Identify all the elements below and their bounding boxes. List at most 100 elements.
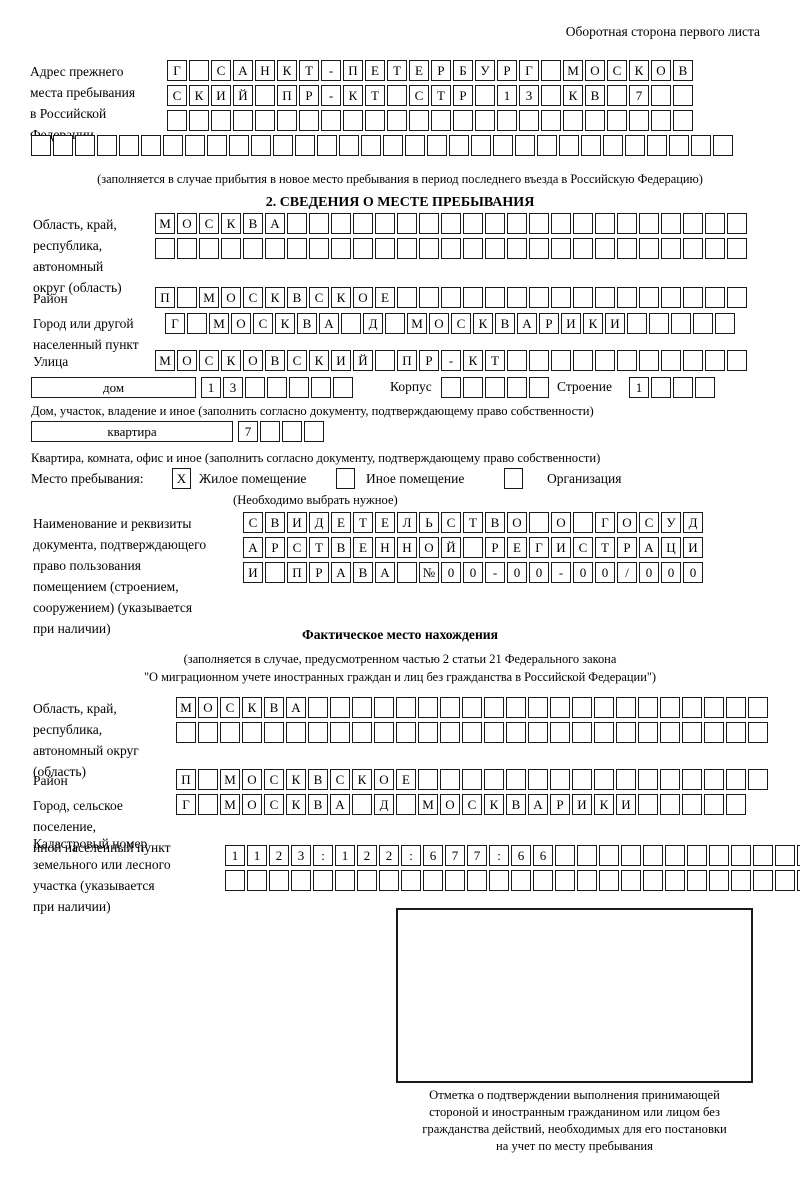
cadastral-r1-cell-26[interactable] bbox=[797, 845, 800, 866]
house-cell-6[interactable] bbox=[333, 377, 353, 398]
prev-address-r1-cell-22[interactable]: О bbox=[651, 60, 671, 81]
prev-address-r3-cell-6[interactable] bbox=[299, 110, 319, 131]
district-cell-20[interactable] bbox=[595, 287, 615, 308]
district-cell-14[interactable] bbox=[463, 287, 483, 308]
actual-region-r2-cell-24[interactable] bbox=[704, 722, 724, 743]
region-r1-cell-21[interactable] bbox=[617, 213, 637, 234]
actual-city-cell-25[interactable] bbox=[726, 794, 746, 815]
cadastral-r1-cell-7[interactable]: 2 bbox=[379, 845, 399, 866]
checkbox-organization[interactable] bbox=[504, 468, 523, 489]
stroenie-cell-0[interactable]: 1 bbox=[629, 377, 649, 398]
actual-district-cell-9[interactable]: О bbox=[374, 769, 394, 790]
street-cell-7[interactable]: К bbox=[309, 350, 329, 371]
actual-region-r1-cell-17[interactable] bbox=[550, 697, 570, 718]
actual-region-r1-cell-12[interactable] bbox=[440, 697, 460, 718]
prev-address-r2-cell-2[interactable]: И bbox=[211, 85, 231, 106]
cadastral-r1-cell-18[interactable] bbox=[621, 845, 641, 866]
document-r1-cell-12[interactable]: О bbox=[507, 512, 527, 533]
prev-address-r2-cell-7[interactable]: - bbox=[321, 85, 341, 106]
prev-address-r1-cell-8[interactable]: П bbox=[343, 60, 363, 81]
document-r3-cell-11[interactable]: - bbox=[485, 562, 505, 583]
prev-address-r4-cell-31[interactable] bbox=[713, 135, 733, 156]
prev-address-r2-cell-8[interactable]: К bbox=[343, 85, 363, 106]
cadastral-r1-cell-6[interactable]: 2 bbox=[357, 845, 377, 866]
street-cell-24[interactable] bbox=[683, 350, 703, 371]
prev-address-r1-cell-17[interactable] bbox=[541, 60, 561, 81]
actual-district-cell-20[interactable] bbox=[616, 769, 636, 790]
city-cell-15[interactable]: В bbox=[495, 313, 515, 334]
cadastral-r2-cell-14[interactable] bbox=[533, 870, 553, 891]
prev-address-r4-cell-4[interactable] bbox=[119, 135, 139, 156]
district-cell-7[interactable]: С bbox=[309, 287, 329, 308]
prev-address-r1-cell-20[interactable]: С bbox=[607, 60, 627, 81]
prev-address-r4-cell-30[interactable] bbox=[691, 135, 711, 156]
region-r1-cell-26[interactable] bbox=[727, 213, 747, 234]
prev-address-r2-cell-11[interactable]: С bbox=[409, 85, 429, 106]
prev-address-r1-cell-2[interactable]: С bbox=[211, 60, 231, 81]
district-cell-19[interactable] bbox=[573, 287, 593, 308]
document-r2-cell-17[interactable]: Р bbox=[617, 537, 637, 558]
prev-address-r1-cell-12[interactable]: Р bbox=[431, 60, 451, 81]
prev-address-r4-cell-2[interactable] bbox=[75, 135, 95, 156]
korpus-cell-3[interactable] bbox=[507, 377, 527, 398]
cadastral-r2-cell-1[interactable] bbox=[247, 870, 267, 891]
street-cell-2[interactable]: С bbox=[199, 350, 219, 371]
prev-address-r1-cell-13[interactable]: Б bbox=[453, 60, 473, 81]
region-r1-cell-20[interactable] bbox=[595, 213, 615, 234]
actual-region-r2-cell-5[interactable] bbox=[286, 722, 306, 743]
cadastral-r2-cell-20[interactable] bbox=[665, 870, 685, 891]
actual-region-r2-cell-22[interactable] bbox=[660, 722, 680, 743]
street-cell-15[interactable]: Т bbox=[485, 350, 505, 371]
document-r1-cell-1[interactable]: В bbox=[265, 512, 285, 533]
prev-address-r3-cell-13[interactable] bbox=[453, 110, 473, 131]
cadastral-r2-cell-13[interactable] bbox=[511, 870, 531, 891]
district-cell-11[interactable] bbox=[397, 287, 417, 308]
district-cell-24[interactable] bbox=[683, 287, 703, 308]
actual-region-r1-cell-9[interactable] bbox=[374, 697, 394, 718]
prev-address-r2-cell-13[interactable]: Р bbox=[453, 85, 473, 106]
korpus-cells[interactable] bbox=[441, 377, 551, 398]
actual-region-r2-cell-21[interactable] bbox=[638, 722, 658, 743]
prev-address-r4-cell-10[interactable] bbox=[251, 135, 271, 156]
actual-city-cell-0[interactable]: Г bbox=[176, 794, 196, 815]
actual-region-r1-cell-13[interactable] bbox=[462, 697, 482, 718]
city-cell-20[interactable]: И bbox=[605, 313, 625, 334]
document-r1-cell-7[interactable]: Л bbox=[397, 512, 417, 533]
document-r3-cell-0[interactable]: И bbox=[243, 562, 263, 583]
cadastral-r1-cell-25[interactable] bbox=[775, 845, 795, 866]
document-r3-cell-3[interactable]: Р bbox=[309, 562, 329, 583]
city-cell-22[interactable] bbox=[649, 313, 669, 334]
street-cell-12[interactable]: Р bbox=[419, 350, 439, 371]
prev-address-row-3[interactable] bbox=[167, 110, 695, 131]
street-cell-13[interactable]: - bbox=[441, 350, 461, 371]
document-r1-cell-16[interactable]: Г bbox=[595, 512, 615, 533]
cadastral-r1-cell-13[interactable]: 6 bbox=[511, 845, 531, 866]
actual-district-cell-18[interactable] bbox=[572, 769, 592, 790]
prev-address-r1-cell-7[interactable]: - bbox=[321, 60, 341, 81]
actual-city-cell-7[interactable]: А bbox=[330, 794, 350, 815]
document-r1-cell-6[interactable]: Е bbox=[375, 512, 395, 533]
actual-district-cell-6[interactable]: В bbox=[308, 769, 328, 790]
region-r2-cell-26[interactable] bbox=[727, 238, 747, 259]
document-r1-cell-8[interactable]: Ь bbox=[419, 512, 439, 533]
flat-cells[interactable]: 7 bbox=[238, 421, 326, 442]
house-cell-3[interactable] bbox=[267, 377, 287, 398]
cadastral-r2-cell-25[interactable] bbox=[775, 870, 795, 891]
street-cell-16[interactable] bbox=[507, 350, 527, 371]
cadastral-r2-cell-15[interactable] bbox=[555, 870, 575, 891]
prev-address-r3-cell-23[interactable] bbox=[673, 110, 693, 131]
prev-address-r4-cell-13[interactable] bbox=[317, 135, 337, 156]
document-r2-cell-18[interactable]: А bbox=[639, 537, 659, 558]
actual-city-cell-16[interactable]: А bbox=[528, 794, 548, 815]
actual-district-cell-7[interactable]: С bbox=[330, 769, 350, 790]
region-r1-cell-3[interactable]: К bbox=[221, 213, 241, 234]
prev-address-row-4[interactable] bbox=[31, 135, 735, 156]
actual-city-cell-3[interactable]: О bbox=[242, 794, 262, 815]
district-cell-4[interactable]: С bbox=[243, 287, 263, 308]
prev-address-r4-cell-21[interactable] bbox=[493, 135, 513, 156]
prev-address-r2-cell-23[interactable] bbox=[673, 85, 693, 106]
